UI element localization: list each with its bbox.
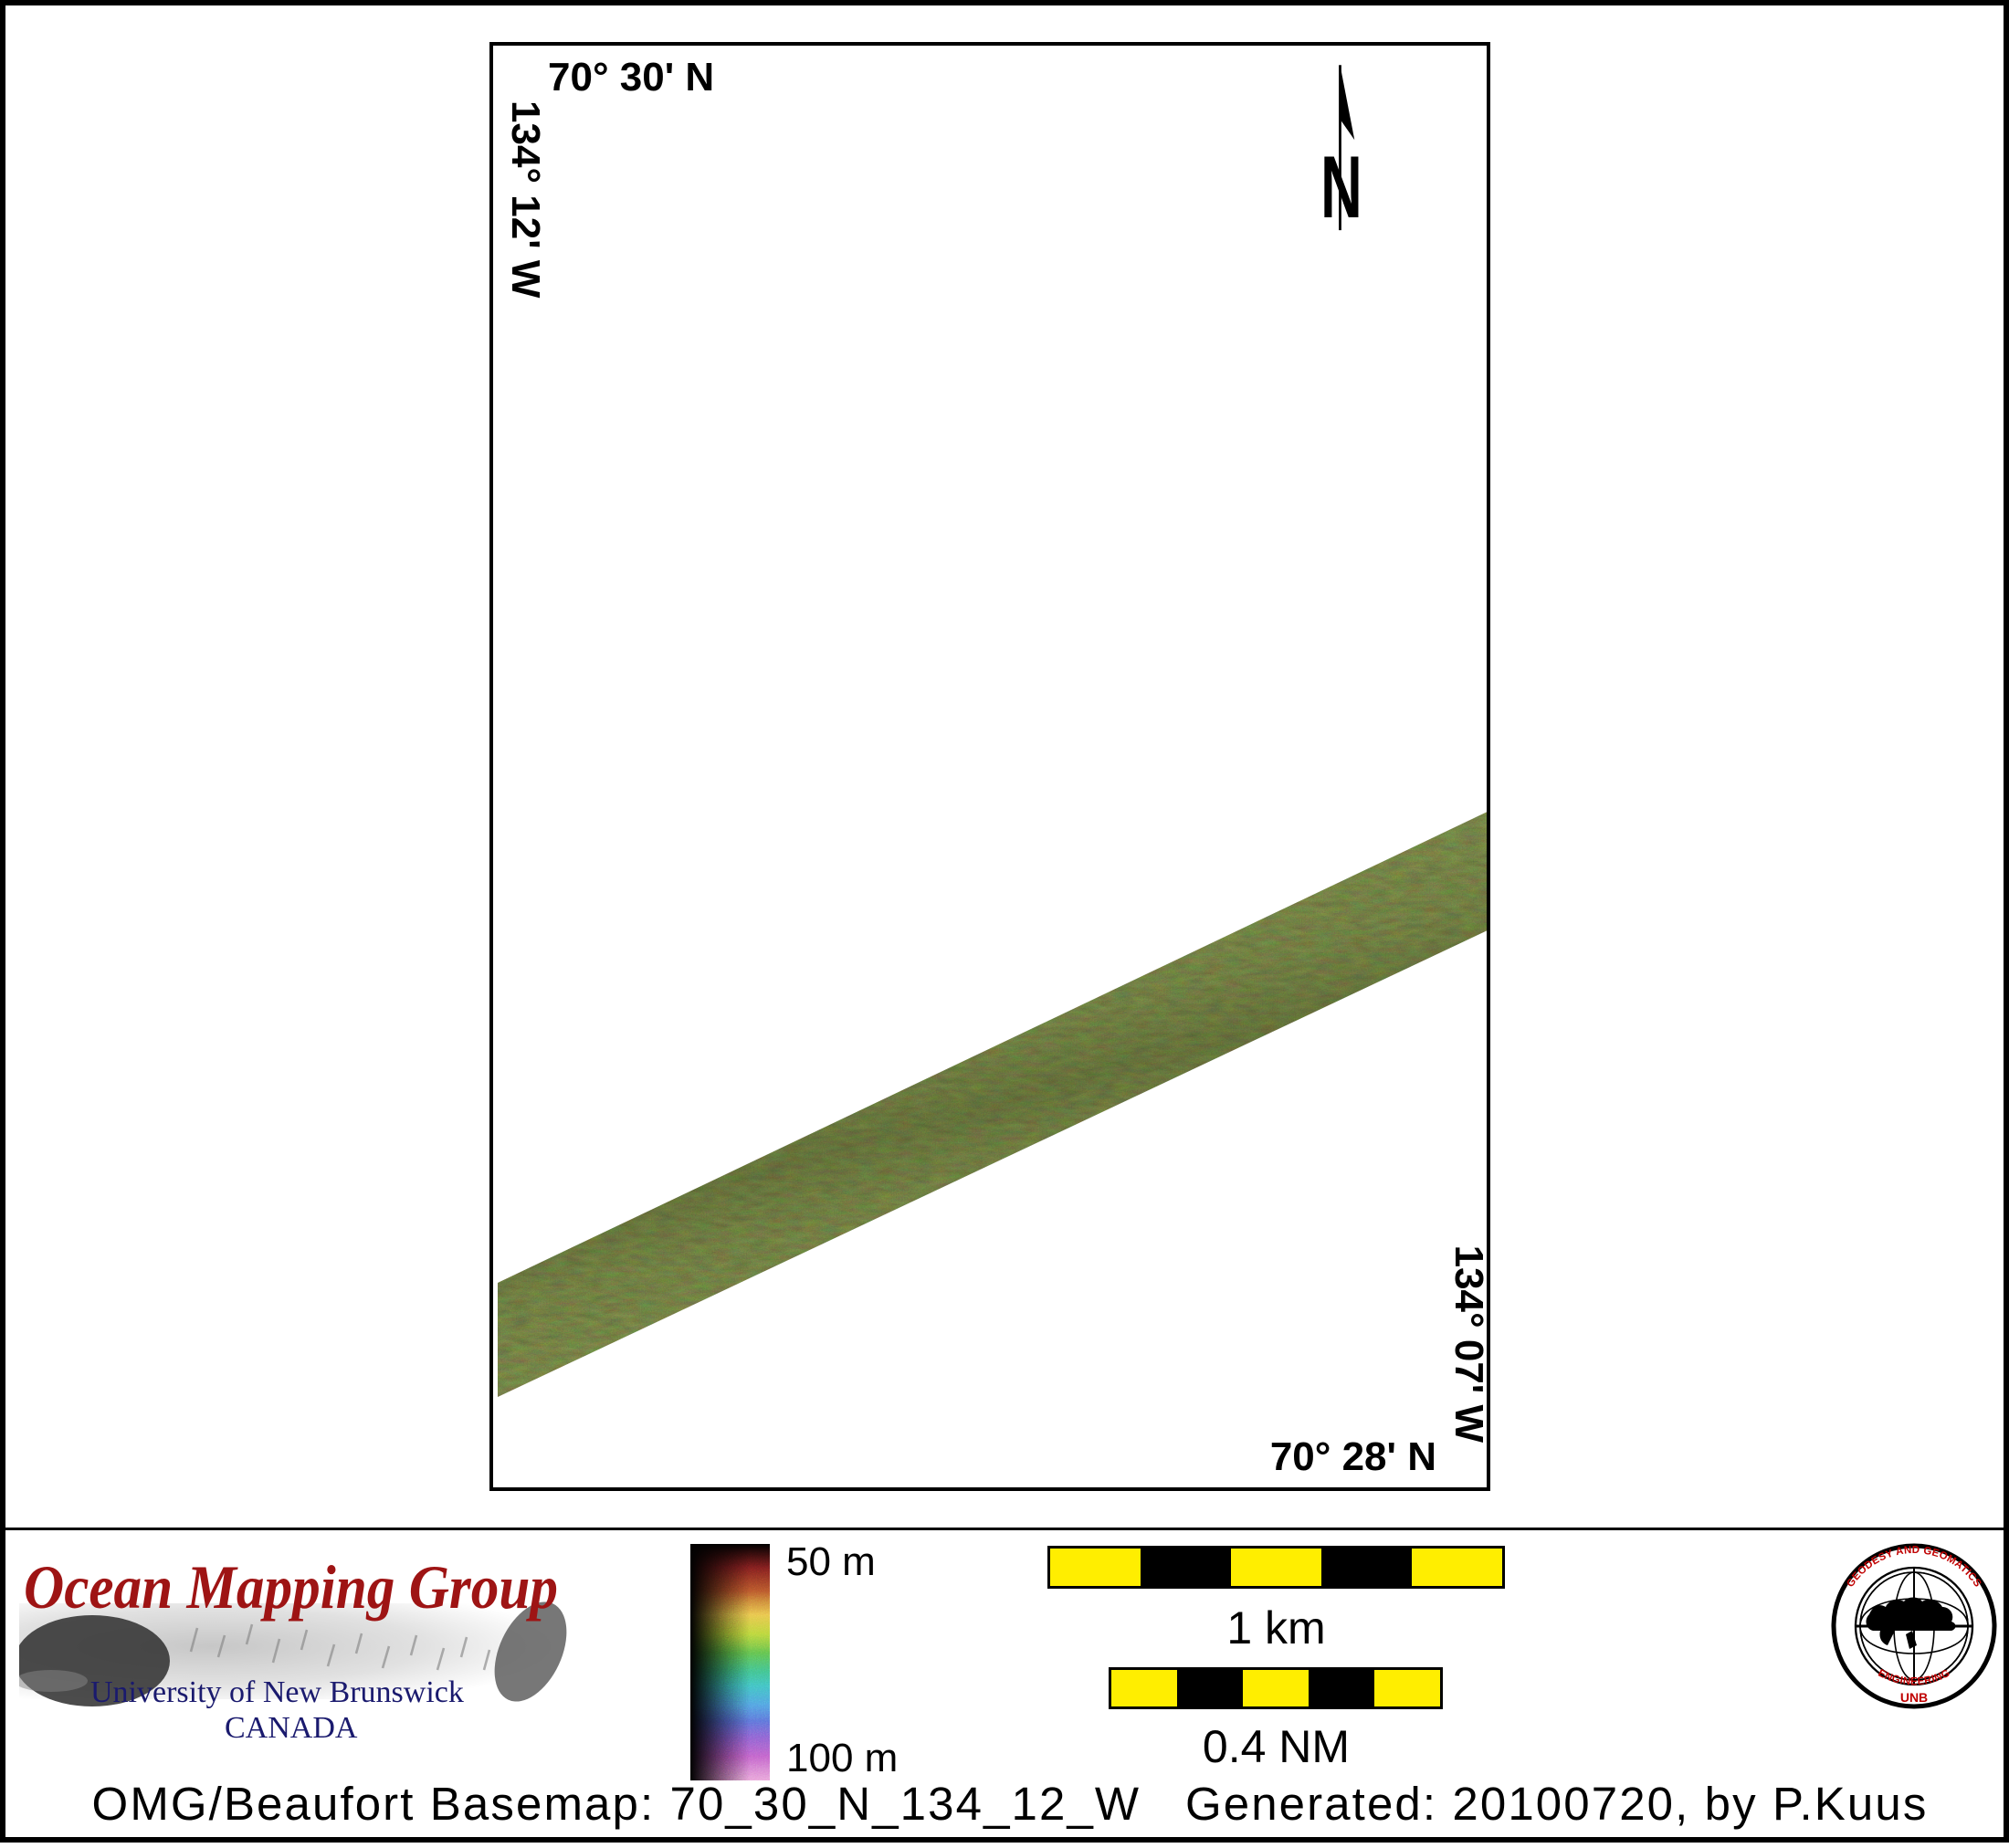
svg-text:Ocean Mapping Group: Ocean Mapping Group	[24, 1552, 558, 1622]
svg-text:UNB: UNB	[1900, 1690, 1928, 1705]
svg-text:CANADA: CANADA	[225, 1711, 358, 1745]
svg-text:University of New Brunswick: University of New Brunswick	[90, 1675, 464, 1709]
